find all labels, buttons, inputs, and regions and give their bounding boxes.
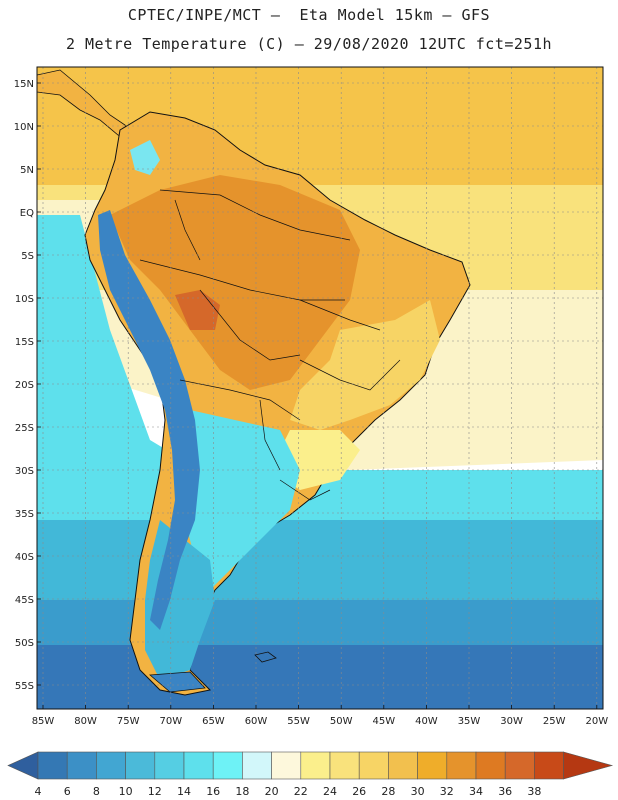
colorbar-arrow-left [7, 751, 39, 780]
land-argentina-mild [180, 410, 300, 590]
lon-label: 20W [585, 716, 608, 727]
colorbar-label: 8 [93, 785, 100, 798]
colorbar-label: 14 [177, 785, 191, 798]
colorbar-swatch [504, 751, 535, 780]
country-borders [139, 189, 401, 501]
lon-label: 75W [117, 716, 140, 727]
lat-label: 10S [15, 294, 34, 305]
colorbar-label: 16 [206, 785, 220, 798]
colorbar-label: 38 [527, 785, 541, 798]
colorbar-arrow-right [563, 751, 614, 780]
lon-label: 70W [159, 716, 182, 727]
colorbar-label: 4 [35, 785, 42, 798]
lat-label: 55S [15, 681, 34, 692]
lon-label: 60W [245, 716, 268, 727]
lat-label: 30S [15, 466, 34, 477]
colorbar-swatch [271, 751, 302, 780]
colorbar-label: 34 [469, 785, 483, 798]
lat-label: 15N [14, 79, 34, 90]
colorbar-swatch [37, 751, 68, 780]
colorbar-label: 18 [235, 785, 249, 798]
lon-label: 25W [543, 716, 566, 727]
land-colombia-highland [130, 140, 160, 175]
lon-label: 35W [458, 716, 481, 727]
colorbar-swatch [358, 751, 389, 780]
lat-label: 45S [15, 595, 34, 606]
lat-label: 10N [14, 122, 34, 133]
colorbar-label: 28 [381, 785, 395, 798]
chart-title-line2: 2 Metre Temperature (C) – 29/08/2020 12U… [65, 35, 553, 53]
colorbar-swatch [125, 751, 156, 780]
colorbar-swatch [417, 751, 448, 780]
colorbar-label: 32 [440, 785, 454, 798]
lon-label: 30W [500, 716, 523, 727]
colorbar-swatch [534, 751, 564, 780]
colorbar-swatch [66, 751, 97, 780]
lat-label: 25S [15, 423, 34, 434]
land-hotspot-bolivia [175, 290, 220, 330]
lat-label: 15S [15, 337, 34, 348]
lon-label: 55W [287, 716, 310, 727]
chart-title-line1: CPTEC/INPE/MCT – Eta Model 15km – GFS [127, 6, 491, 24]
colorbar-swatch [183, 751, 214, 780]
latitude-labels: 15N 10N 5N EQ 5S 10S 15S 20S 25S 30S 35S 40S 45S 50S 5… [14, 79, 41, 692]
map-frame [36, 66, 604, 710]
land-tierra-del-fuego [148, 671, 206, 693]
lon-label: 65W [202, 716, 225, 727]
colorbar-label: 20 [265, 785, 279, 798]
colorbar-swatch [475, 751, 506, 780]
lat-label: 50S [15, 638, 34, 649]
colorbar-label: 36 [498, 785, 512, 798]
colorbar-swatch [388, 751, 418, 780]
graticule [37, 67, 603, 709]
colorbar-swatch [96, 751, 126, 780]
lat-label: 40S [15, 552, 34, 563]
colorbar-label: 6 [64, 785, 71, 798]
lat-label: 20S [15, 380, 34, 391]
land-patagonia-cool [145, 520, 215, 680]
lat-label: 5N [20, 165, 34, 176]
colorbar-label: 22 [294, 785, 308, 798]
longitude-labels: 85W 80W 75W 70W 65W 60W 55W 50W 45W 40W 35W 30W 25W 2… [32, 705, 608, 727]
colorbar-swatch [242, 751, 272, 780]
colorbar-label: 30 [411, 785, 425, 798]
lat-label: 5S [21, 251, 34, 262]
land-andes-cold [98, 210, 200, 630]
colorbar-label: 12 [148, 785, 162, 798]
land-falklands [254, 651, 277, 663]
lat-label: 35S [15, 509, 34, 520]
lat-label: EQ [20, 208, 34, 219]
lon-label: 85W [32, 716, 55, 727]
lon-label: 50W [330, 716, 353, 727]
colorbar-label: 10 [119, 785, 133, 798]
colorbar-label: 26 [352, 785, 366, 798]
lon-label: 45W [372, 716, 395, 727]
colorbar-swatch [329, 751, 360, 780]
lon-label: 80W [74, 716, 97, 727]
land-brazil-east-mild [290, 300, 440, 430]
colorbar-label: 24 [323, 785, 337, 798]
lon-label: 40W [415, 716, 438, 727]
colorbar-swatch [212, 751, 243, 780]
colorbar-swatch [300, 751, 331, 780]
colorbar-swatch [154, 751, 185, 780]
colorbar-swatch [446, 751, 477, 780]
